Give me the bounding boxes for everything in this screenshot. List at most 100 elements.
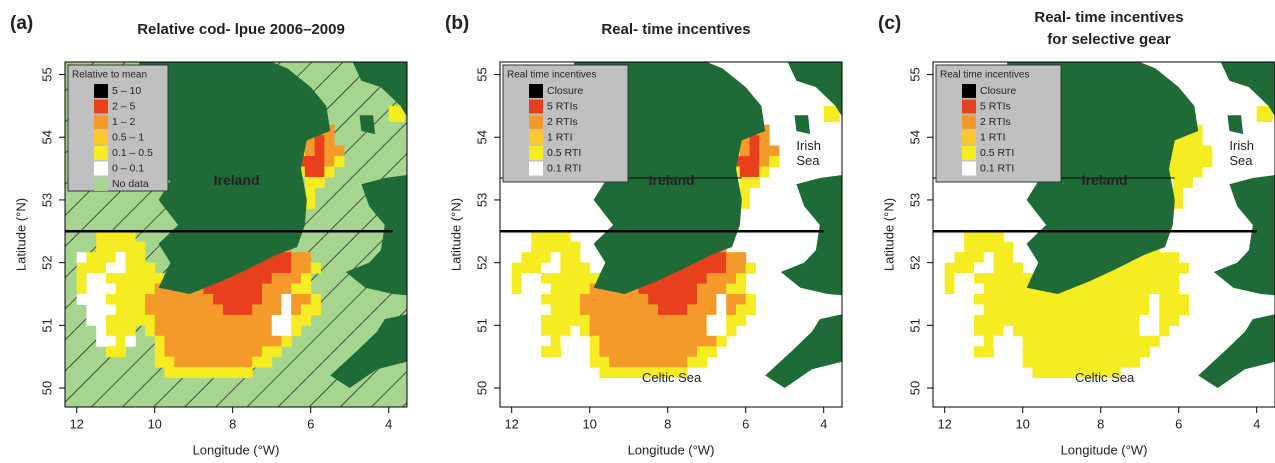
grid-cell xyxy=(983,304,994,316)
grid-cell xyxy=(993,293,1004,305)
x-axis-label: Longitude (°W) xyxy=(628,442,715,457)
legend-label: 0.1 RTI xyxy=(547,162,581,174)
grid-cell xyxy=(1061,346,1072,358)
grid-cell xyxy=(540,293,552,305)
grid-cell xyxy=(735,314,747,326)
grid-cell xyxy=(745,293,756,305)
grid-cell xyxy=(252,293,263,305)
grid-cell xyxy=(1051,367,1063,379)
grid-cell xyxy=(300,252,312,264)
grid-cell xyxy=(203,346,214,358)
grid-cell xyxy=(1042,293,1053,305)
land-britain xyxy=(352,62,407,117)
grid-cell xyxy=(1090,283,1102,295)
grid-cell xyxy=(570,262,581,274)
grid-cell xyxy=(983,293,994,305)
grid-cell xyxy=(1003,262,1014,274)
land-britain xyxy=(1227,115,1244,135)
grid-cell xyxy=(550,304,561,316)
grid-cell xyxy=(125,262,136,274)
grid-cell xyxy=(1129,273,1141,285)
x-tick-label: 10 xyxy=(147,416,161,431)
grid-cell xyxy=(540,325,552,337)
grid-cell xyxy=(759,145,770,157)
grid-cell xyxy=(135,252,146,264)
grid-cell xyxy=(531,262,542,274)
grid-cell xyxy=(164,335,175,347)
grid-cell xyxy=(300,262,312,274)
grid-cell xyxy=(1110,325,1121,337)
grid-cell xyxy=(1051,335,1063,347)
grid-cell xyxy=(638,367,649,379)
y-tick-label: 50 xyxy=(907,381,922,395)
grid-cell xyxy=(628,314,639,326)
grid-cell xyxy=(657,335,669,347)
grid-cell xyxy=(521,314,532,326)
grid-cell xyxy=(1172,156,1184,167)
grid-cell xyxy=(657,283,669,295)
place-label: Sea xyxy=(796,153,820,168)
grid-cell xyxy=(983,283,994,295)
grid-cell xyxy=(1032,304,1043,316)
grid-cell xyxy=(749,176,760,188)
grid-cell xyxy=(115,231,126,243)
grid-cell xyxy=(1061,356,1072,368)
grid-cell xyxy=(657,356,669,368)
grid-cell xyxy=(154,346,165,358)
grid-cell xyxy=(964,335,975,347)
grid-cell xyxy=(1100,367,1111,379)
grid-cell xyxy=(667,273,678,285)
legend-label: 0.5 RTI xyxy=(547,147,581,159)
grid-cell xyxy=(687,283,698,295)
grid-cell xyxy=(1202,156,1213,167)
grid-cell xyxy=(125,314,136,326)
grid-cell xyxy=(281,262,292,274)
grid-cell xyxy=(1061,314,1072,326)
grid-cell xyxy=(105,241,117,253)
grid-cell xyxy=(599,304,610,316)
grid-cell xyxy=(1168,262,1180,274)
legend-swatch xyxy=(962,115,976,129)
grid-cell xyxy=(1071,325,1082,337)
grid-cell xyxy=(1051,314,1063,326)
grid-cell xyxy=(550,314,561,326)
grid-cell xyxy=(944,293,955,305)
grid-cell xyxy=(203,314,214,326)
land-britain xyxy=(765,314,842,388)
grid-cell xyxy=(1012,314,1024,326)
grid-cell xyxy=(677,325,688,337)
y-tick-label: 54 xyxy=(474,130,489,144)
grid-cell xyxy=(1012,304,1024,316)
land-britain xyxy=(794,115,811,135)
grid-cell xyxy=(1022,304,1033,316)
grid-cell xyxy=(687,356,698,368)
grid-cell xyxy=(560,335,571,347)
grid-cell xyxy=(115,304,126,316)
grid-cell xyxy=(261,356,273,368)
grid-cell xyxy=(735,252,747,264)
grid-cell xyxy=(560,262,571,274)
grid-cell xyxy=(1139,314,1150,326)
grid-cell xyxy=(589,314,600,326)
grid-cell xyxy=(115,262,126,274)
grid-cell xyxy=(628,356,639,368)
grid-cell xyxy=(388,105,405,123)
grid-cell xyxy=(105,262,117,274)
grid-cell xyxy=(1042,356,1053,368)
grid-cell xyxy=(115,346,126,358)
grid-cell xyxy=(667,283,678,295)
grid-cell xyxy=(570,314,581,326)
y-tick-label: 50 xyxy=(39,381,54,395)
grid-cell xyxy=(203,325,214,337)
frame xyxy=(932,61,1275,408)
grid-cell xyxy=(579,304,591,316)
grid-cell xyxy=(1071,293,1082,305)
grid-cell xyxy=(1081,346,1092,358)
grid-cell xyxy=(1061,325,1072,337)
grid-cell xyxy=(314,166,325,178)
grid-cell xyxy=(1129,314,1141,326)
grid-cell xyxy=(628,346,639,358)
grid-cell xyxy=(618,367,630,379)
grid-cell xyxy=(667,293,678,305)
grid-cell xyxy=(1178,293,1189,305)
